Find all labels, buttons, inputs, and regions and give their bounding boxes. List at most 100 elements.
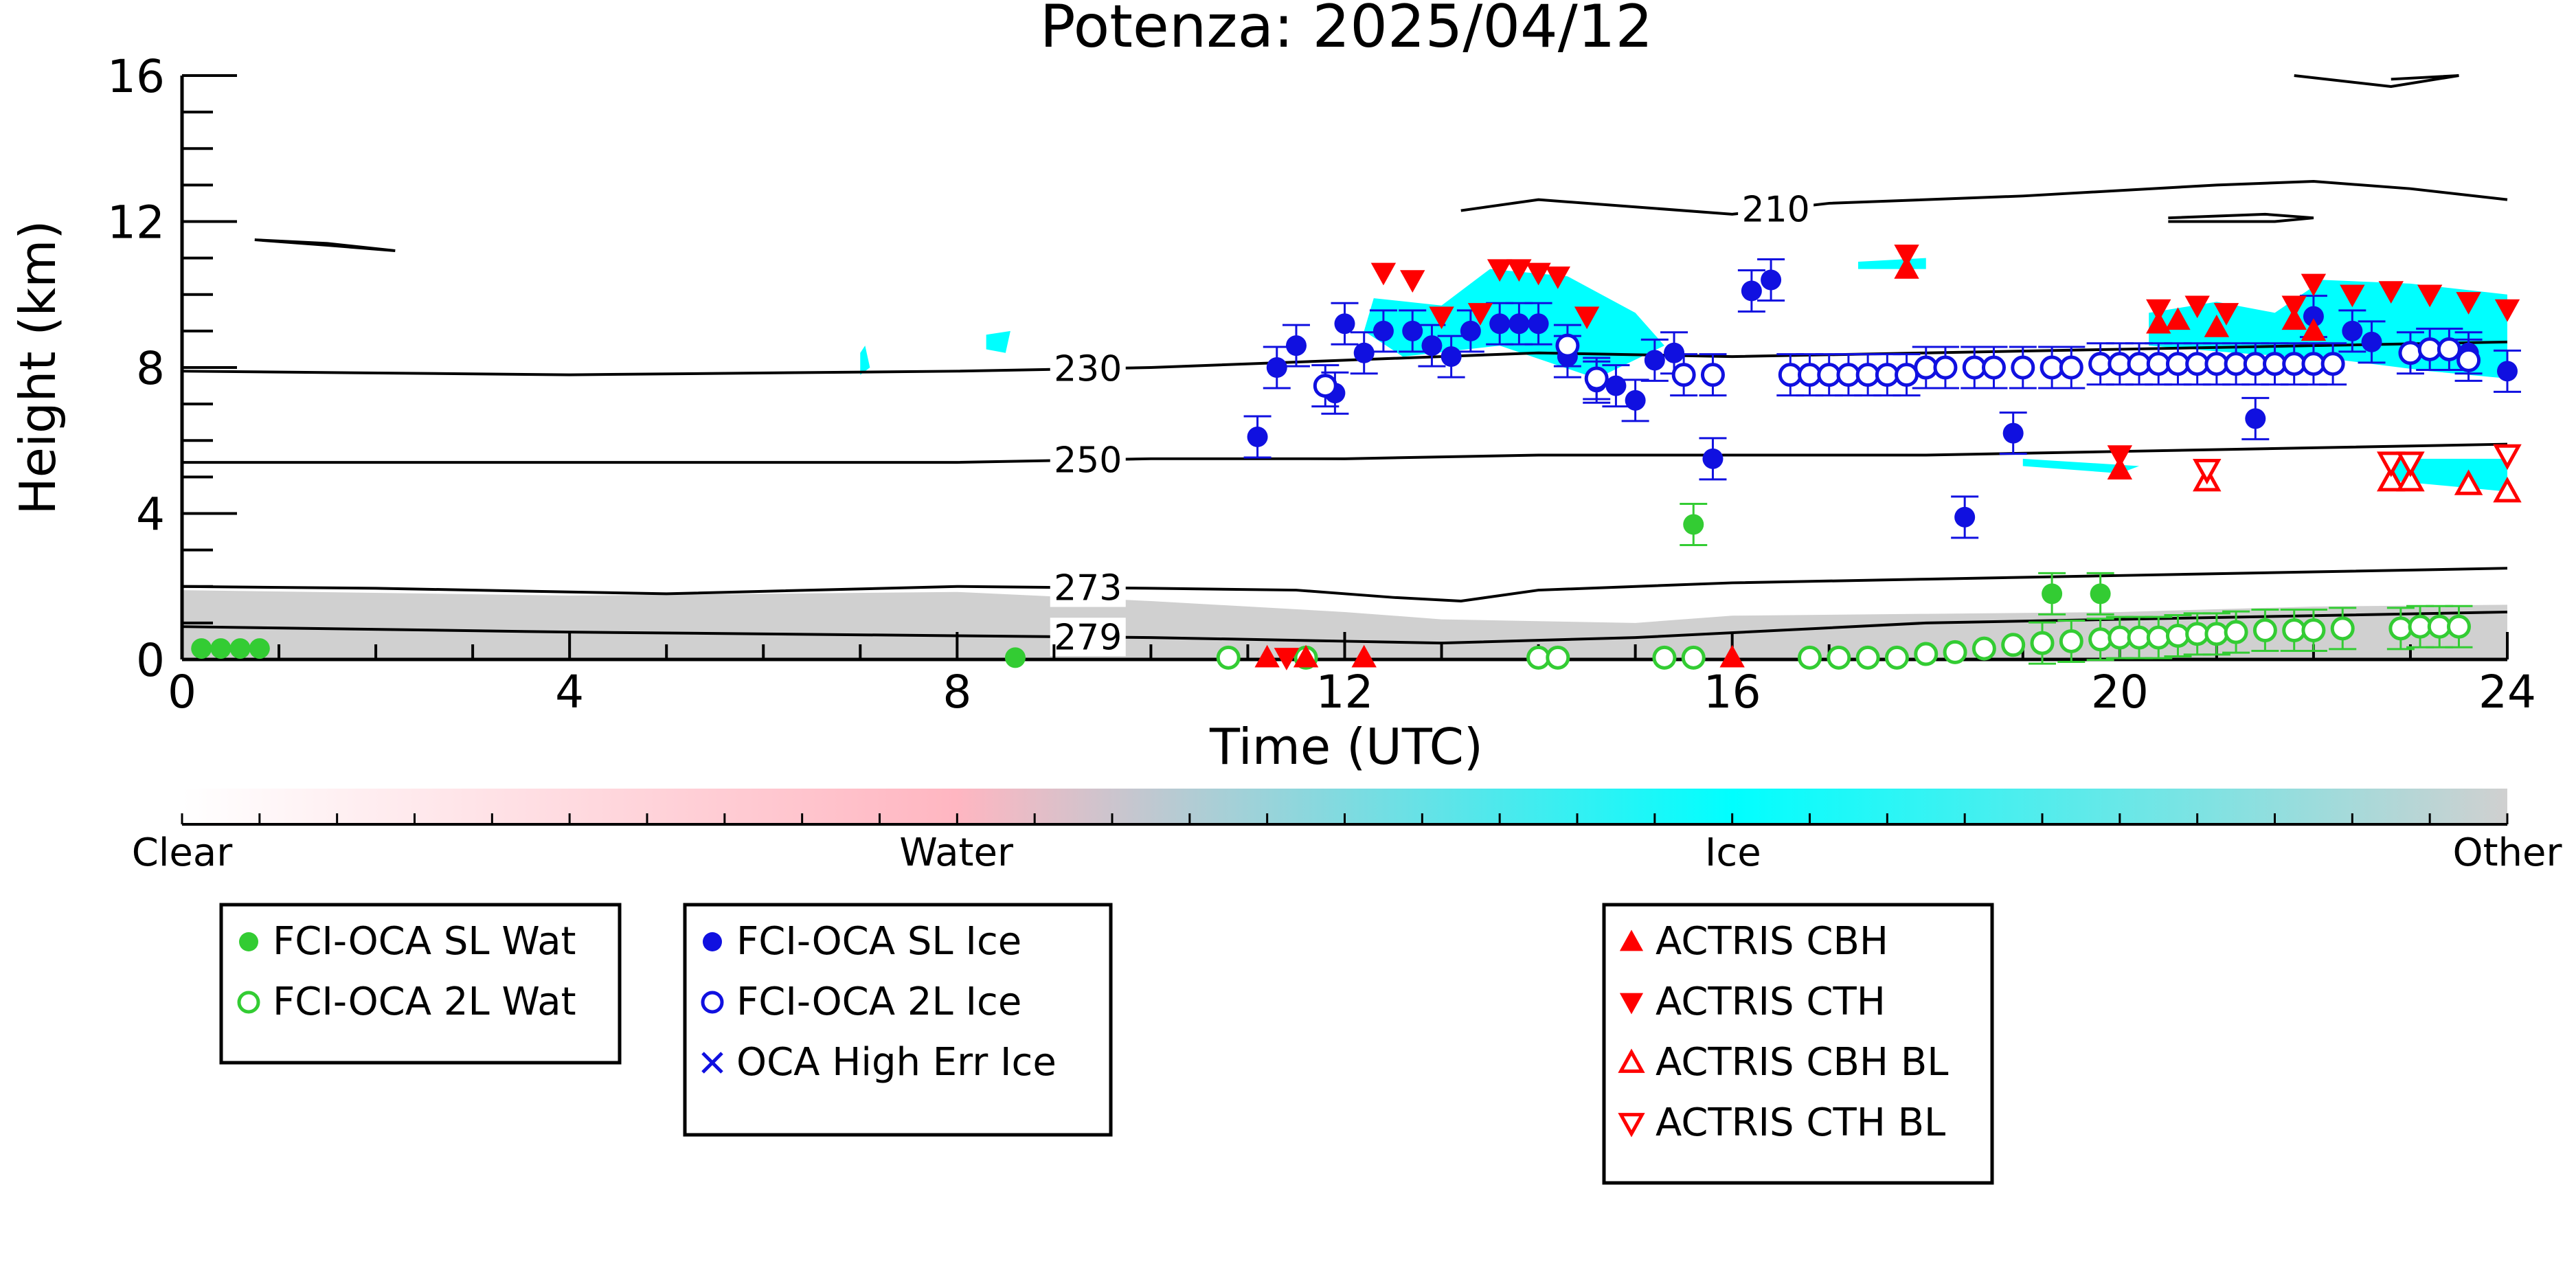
point-fci-oca-2l-ice	[2040, 355, 2064, 380]
colorbar-label: Other	[2452, 831, 2562, 875]
point-actris-cth	[1574, 306, 1600, 330]
legend-marker	[1619, 929, 1644, 951]
point-fci-oca-sl-ice	[1266, 357, 1287, 378]
contour-line	[254, 238, 396, 252]
point-fci-oca-2l-wat	[1681, 645, 1706, 670]
point-actris-cth-bl	[2493, 444, 2522, 471]
point-fci-oca-2l-ice	[1895, 363, 1919, 387]
point-fci-oca-2l-ice	[2398, 341, 2423, 365]
x-tick-label: 8	[942, 666, 971, 719]
point-fci-oca-2l-ice	[2456, 348, 2481, 372]
point-fci-oca-sl-ice	[2002, 422, 2024, 444]
legend-marker	[239, 932, 258, 951]
point-fci-oca-2l-wat	[1884, 645, 1909, 670]
contour-label: 279	[1054, 617, 1122, 658]
point-fci-oca-2l-ice	[1962, 355, 1987, 380]
contour-line	[1460, 180, 2508, 216]
point-fci-oca-2l-ice	[2127, 352, 2151, 376]
point-fci-oca-2l-ice	[2011, 355, 2035, 380]
point-fci-oca-sl-ice	[1644, 350, 1665, 371]
y-tick-label: 0	[136, 634, 165, 687]
y-tick-label: 12	[107, 196, 165, 249]
colorbar-label: Ice	[1705, 831, 1761, 875]
point-fci-oca-2l-ice	[2185, 352, 2210, 376]
point-fci-oca-sl-ice	[1528, 313, 1549, 335]
contour-label-bg	[1050, 618, 1126, 657]
data-points	[191, 245, 2522, 670]
point-fci-oca-sl-ice	[1605, 375, 1627, 396]
point-fci-oca-2l-ice	[1584, 366, 1609, 391]
point-fci-oca-sl-ice	[1247, 426, 1268, 447]
legend-label: FCI-OCA 2L Wat	[273, 980, 576, 1024]
point-fci-oca-2l-ice	[1313, 374, 1337, 398]
point-fci-oca-2l-wat	[2030, 631, 2055, 655]
point-fci-oca-2l-ice	[2437, 337, 2461, 361]
point-fci-oca-sl-wat	[2090, 583, 2111, 605]
y-tick-label: 8	[136, 342, 165, 395]
point-fci-oca-sl-ice	[1285, 335, 1307, 357]
point-fci-oca-2l-wat	[2408, 614, 2432, 639]
contour-label: 273	[1054, 568, 1122, 609]
chart-title: Potenza: 2025/04/12	[1040, 0, 1653, 61]
colorbar-label: Clear	[132, 831, 233, 875]
point-fci-oca-2l-ice	[2320, 352, 2345, 376]
point-fci-oca-2l-wat	[1216, 645, 1241, 670]
point-fci-oca-2l-ice	[2146, 352, 2171, 376]
point-fci-oca-sl-ice	[1334, 313, 1355, 335]
legend-marker	[1618, 1113, 1645, 1138]
legend-box	[219, 903, 622, 1065]
y-tick-label: 4	[136, 488, 165, 541]
x-axis-label: Time (UTC)	[1209, 718, 1483, 776]
point-fci-oca-2l-ice	[1933, 355, 1958, 380]
point-actris-cth	[2281, 295, 2307, 319]
point-fci-oca-sl-wat	[191, 638, 212, 659]
contour-line	[181, 567, 2508, 603]
point-actris-cth	[2340, 284, 2365, 308]
point-fci-oca-2l-ice	[1798, 363, 1822, 387]
point-actris-cth	[2184, 295, 2210, 319]
point-actris-cbh-bl	[2493, 476, 2522, 503]
point-fci-oca-sl-ice	[1761, 269, 1782, 291]
legend-label: FCI-OCA SL Wat	[273, 919, 576, 964]
point-fci-oca-2l-ice	[1875, 363, 1899, 387]
legend-label: ACTRIS CTH BL	[1656, 1100, 1945, 1145]
point-actris-cbh	[2281, 307, 2307, 330]
point-fci-oca-2l-wat	[2427, 614, 2452, 639]
point-actris-cth	[2146, 299, 2171, 322]
point-fci-oca-sl-wat	[249, 638, 270, 659]
point-fci-oca-2l-ice	[1981, 355, 2006, 380]
point-actris-cth	[1467, 303, 1493, 326]
point-actris-cbh	[1894, 256, 1919, 279]
point-actris-cbh-bl	[2377, 466, 2406, 492]
legend-box	[1602, 903, 1994, 1185]
point-fci-oca-2l-ice	[2165, 352, 2190, 376]
legend-marker	[701, 991, 724, 1014]
point-actris-cth	[2417, 284, 2443, 308]
ice-region	[986, 330, 1010, 353]
point-fci-oca-2l-wat	[2108, 625, 2132, 650]
point-fci-oca-2l-wat	[2301, 618, 2326, 642]
point-fci-oca-2l-wat	[1855, 645, 1880, 670]
x-tick-label: 0	[168, 666, 196, 719]
point-actris-cbh	[1719, 644, 1745, 668]
point-fci-oca-2l-ice	[1855, 363, 1880, 387]
point-actris-cth	[1506, 259, 1532, 282]
contour-line	[181, 610, 2508, 645]
legend-marker	[1619, 993, 1644, 1015]
point-actris-cbh	[1254, 644, 1280, 668]
legend-marker	[1618, 1048, 1645, 1073]
point-fci-oca-2l-wat	[2252, 618, 2277, 642]
legend-box	[683, 903, 1113, 1137]
point-actris-cbh	[2204, 315, 2230, 337]
legend: FCI-OCA SL Wat FCI-OCA 2L Wat FCI-OCA SL I…	[219, 903, 1994, 1185]
point-fci-oca-2l-ice	[1778, 363, 1803, 387]
point-fci-oca-2l-wat	[2127, 625, 2151, 650]
point-actris-cbh-bl	[2396, 466, 2425, 492]
point-fci-oca-2l-ice	[1836, 363, 1861, 387]
point-fci-oca-2l-ice	[2204, 352, 2229, 376]
point-fci-oca-2l-wat	[1943, 640, 1967, 664]
contour-label-bg	[1738, 190, 1814, 229]
point-fci-oca-2l-ice	[1671, 363, 1696, 387]
point-fci-oca-sl-ice	[1402, 320, 1423, 341]
point-fci-oca-2l-ice	[2224, 352, 2248, 376]
